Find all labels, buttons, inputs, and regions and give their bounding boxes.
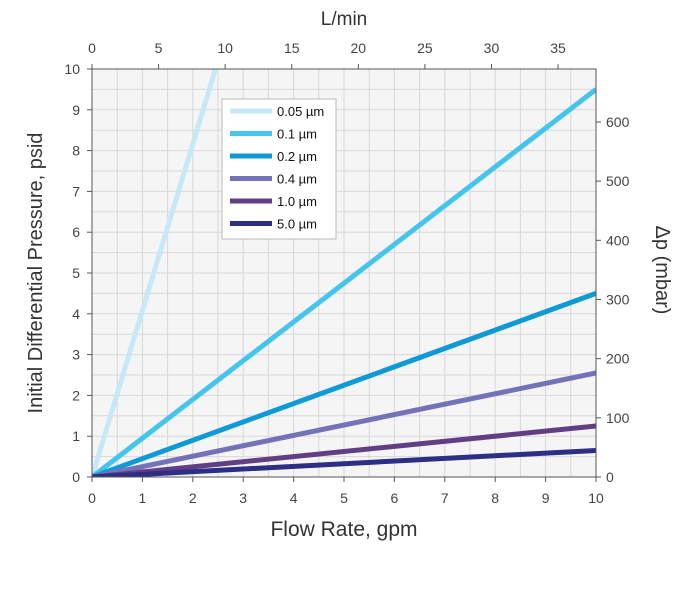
y2-tick-label: 600 — [606, 114, 630, 130]
y-axis-title: Initial Differential Pressure, psid — [25, 133, 47, 414]
x-tick-label: 1 — [139, 490, 147, 506]
x-tick-label: 9 — [542, 490, 550, 506]
y-tick-label: 3 — [72, 347, 80, 363]
x2-tick-label: 0 — [88, 40, 96, 56]
y-tick-label: 1 — [72, 428, 80, 444]
x-axis-title: Flow Rate, gpm — [270, 518, 417, 541]
legend: 0.05 µm 0.1 µm 0.2 µm 0.4 µm 1.0 µm 5.0 µm — [221, 98, 337, 240]
y-tick-label: 0 — [72, 469, 80, 485]
y-tick-label: 5 — [72, 265, 80, 281]
x-tick-label: 8 — [491, 490, 499, 506]
y-tick-label: 9 — [72, 102, 80, 118]
x2-tick-label: 35 — [550, 40, 566, 56]
series-line-5 — [92, 423, 596, 477]
ticks — [87, 64, 601, 482]
x2-axis-title: L/min — [321, 9, 367, 30]
y-tick-label: 2 — [72, 387, 80, 403]
legend-label: 5.0 µm — [277, 217, 317, 232]
y2-tick-label: 0 — [606, 469, 614, 485]
y2-tick-label: 500 — [606, 173, 630, 189]
y-tick-label: 7 — [72, 183, 80, 199]
y2-tick-label: 400 — [606, 232, 630, 248]
legend-label: 0.1 µm — [277, 127, 317, 142]
series-line-6 — [92, 447, 596, 477]
legend-box — [221, 98, 337, 240]
y2-axis-title: Δp (mbar) — [651, 226, 673, 315]
legend-label: 1.0 µm — [277, 194, 317, 209]
y2-tick-label: 200 — [606, 351, 630, 367]
y2-tick-label: 300 — [606, 291, 630, 307]
x-tick-label: 2 — [189, 490, 197, 506]
y-tick-label: 4 — [72, 306, 80, 322]
y-tick-label: 6 — [72, 224, 80, 240]
x-tick-label: 0 — [88, 490, 96, 506]
x2-tick-label: 25 — [417, 40, 433, 56]
x-tick-label: 10 — [588, 490, 604, 506]
legend-label: 0.4 µm — [277, 172, 317, 187]
x-tick-label: 7 — [441, 490, 449, 506]
x-tick-label: 4 — [290, 490, 298, 506]
x2-tick-label: 5 — [155, 40, 163, 56]
series-lines — [92, 69, 596, 477]
y-tick-label: 8 — [72, 143, 80, 159]
x2-tick-label: 10 — [217, 40, 233, 56]
x-tick-label: 5 — [340, 490, 348, 506]
x-tick-label: 6 — [391, 490, 399, 506]
y2-tick-label: 100 — [606, 410, 630, 426]
x2-tick-label: 15 — [284, 40, 300, 56]
series-line-1 — [92, 69, 218, 477]
legend-label: 0.2 µm — [277, 149, 317, 164]
series-line-4 — [92, 370, 596, 477]
x-tick-label: 3 — [239, 490, 247, 506]
x2-tick-label: 20 — [351, 40, 367, 56]
series-line-2 — [92, 87, 596, 477]
x2-tick-label: 30 — [484, 40, 500, 56]
legend-label: 0.05 µm — [277, 104, 324, 119]
series-line-3 — [92, 291, 596, 477]
y-tick-label: 10 — [64, 61, 80, 77]
